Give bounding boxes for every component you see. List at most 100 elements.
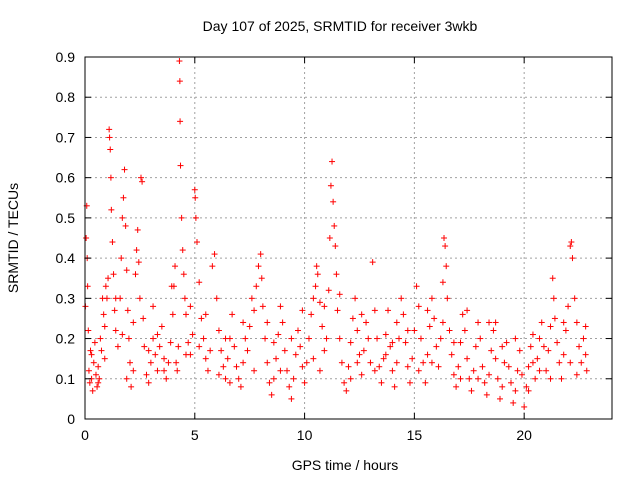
data-point	[139, 178, 146, 185]
data-point	[558, 375, 565, 382]
data-point	[196, 343, 203, 350]
data-point	[523, 383, 530, 390]
data-point	[222, 375, 229, 382]
data-point	[332, 243, 339, 250]
data-point	[312, 283, 319, 290]
data-point	[198, 315, 205, 322]
data-point	[443, 263, 450, 270]
data-point	[178, 214, 185, 221]
data-point	[446, 327, 453, 334]
data-point	[341, 379, 348, 386]
data-point	[457, 375, 464, 382]
data-point	[237, 383, 244, 390]
data-point	[86, 379, 93, 386]
data-point	[510, 399, 517, 406]
data-point	[294, 327, 301, 334]
data-point	[130, 367, 137, 374]
y-tick-label: 0.2	[56, 331, 76, 347]
data-point	[200, 335, 207, 342]
data-point	[470, 367, 477, 374]
data-point	[580, 335, 587, 342]
y-axis-label: SRMTID / TECUs	[5, 183, 21, 293]
data-point	[301, 379, 308, 386]
data-point	[389, 367, 396, 374]
data-point	[143, 371, 150, 378]
data-point	[313, 263, 320, 270]
data-point	[428, 359, 435, 366]
data-point	[477, 335, 484, 342]
data-point	[127, 359, 134, 366]
data-point	[204, 367, 211, 374]
data-point	[161, 355, 168, 362]
data-point	[325, 287, 332, 294]
data-point	[284, 367, 291, 374]
data-point	[400, 311, 407, 318]
data-point	[371, 307, 378, 314]
data-point	[468, 387, 475, 394]
data-point	[582, 323, 589, 330]
data-point	[229, 311, 236, 318]
data-point	[292, 351, 299, 358]
data-point	[136, 295, 143, 302]
data-point	[290, 375, 297, 382]
data-point	[233, 363, 240, 370]
data-point	[240, 319, 247, 326]
data-point	[137, 174, 144, 181]
data-point	[378, 379, 385, 386]
data-point	[385, 307, 392, 314]
data-point	[571, 295, 578, 302]
data-point	[336, 291, 343, 298]
data-point	[488, 347, 495, 354]
data-point	[120, 194, 127, 201]
data-point	[363, 319, 370, 326]
data-point	[396, 335, 403, 342]
data-point	[107, 146, 114, 153]
data-point	[347, 375, 354, 382]
data-point	[565, 303, 572, 310]
data-point	[547, 375, 554, 382]
data-point	[415, 303, 422, 310]
data-point	[106, 126, 113, 133]
data-point	[486, 371, 493, 378]
data-point	[540, 343, 547, 350]
data-point	[437, 335, 444, 342]
data-point	[562, 327, 569, 334]
data-point	[310, 355, 317, 362]
data-point	[119, 331, 126, 338]
data-point	[91, 339, 98, 346]
data-point	[492, 319, 499, 326]
data-point	[106, 134, 113, 141]
data-point	[568, 239, 575, 246]
data-point	[525, 387, 532, 394]
data-point	[358, 311, 365, 318]
data-point	[89, 387, 96, 394]
data-point	[135, 259, 142, 266]
data-point	[331, 222, 338, 229]
data-point	[226, 379, 233, 386]
data-point	[424, 351, 431, 358]
data-point	[90, 359, 97, 366]
data-point	[358, 371, 365, 378]
data-point	[240, 359, 247, 366]
data-point	[277, 303, 284, 310]
data-point	[95, 363, 102, 370]
y-tick-label: 0.4	[56, 250, 76, 266]
data-point	[163, 375, 170, 382]
data-point	[494, 375, 501, 382]
data-point	[218, 347, 225, 354]
data-point	[165, 359, 172, 366]
data-point	[393, 319, 400, 326]
data-point	[288, 335, 295, 342]
data-point	[420, 359, 427, 366]
data-point	[382, 351, 389, 358]
data-point	[560, 319, 567, 326]
data-point	[87, 347, 94, 354]
data-point	[202, 311, 209, 318]
data-point	[92, 371, 99, 378]
data-point	[175, 343, 182, 350]
data-point	[168, 283, 175, 290]
data-point	[176, 58, 183, 65]
data-point	[475, 375, 482, 382]
data-point	[105, 275, 112, 282]
